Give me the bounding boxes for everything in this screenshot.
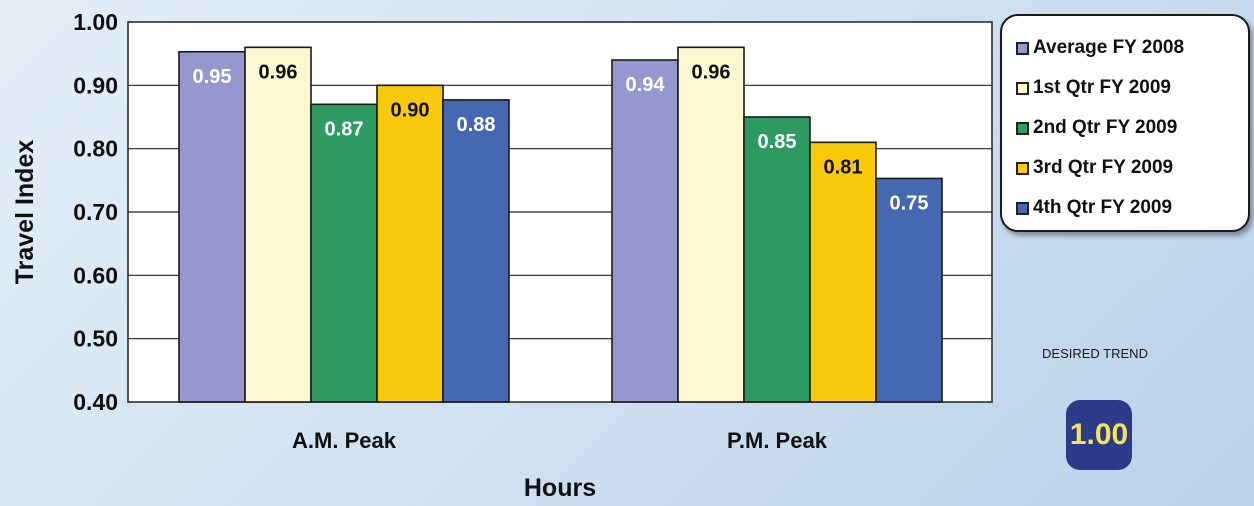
bar <box>310 103 378 403</box>
data-label: 0.96 <box>692 61 731 83</box>
legend-label: 2nd Qtr FY 2009 <box>1033 117 1178 138</box>
legend-item: Average FY 2008 <box>1016 28 1248 68</box>
legend-item: 2nd Qtr FY 2009 <box>1016 108 1248 148</box>
data-label: 0.85 <box>758 131 797 153</box>
legend-swatch <box>1016 121 1029 135</box>
data-label: 0.90 <box>391 99 430 121</box>
x-category-labels: A.M. Peak P.M. Peak <box>292 428 828 453</box>
bar <box>743 116 811 403</box>
legend-swatch <box>1016 41 1029 55</box>
legend-item: 3rd Qtr FY 2009 <box>1016 148 1248 188</box>
data-label: 0.94 <box>626 74 666 96</box>
data-label: 0.88 <box>457 114 496 136</box>
y-tick-label: 0.60 <box>73 262 118 288</box>
data-label: 0.96 <box>259 61 298 83</box>
bar <box>611 59 679 403</box>
x-category-label: A.M. Peak <box>292 428 397 453</box>
legend-item: 1st Qtr FY 2009 <box>1016 68 1248 108</box>
bar <box>809 141 877 403</box>
legend-swatch <box>1016 161 1029 175</box>
legend-label: Average FY 2008 <box>1033 37 1185 58</box>
y-tick-label: 0.80 <box>73 136 118 162</box>
x-axis-label: Hours <box>524 474 596 502</box>
y-tick-label: 1.00 <box>73 9 118 35</box>
y-tick-label: 0.40 <box>73 389 118 415</box>
y-tick-labels: 0.40 0.50 0.60 0.70 0.80 0.90 1.00 <box>73 9 118 415</box>
legend-swatch <box>1016 201 1029 215</box>
legend-label: 1st Qtr FY 2009 <box>1033 77 1172 98</box>
y-tick-label: 0.50 <box>73 326 118 352</box>
bar <box>875 177 943 403</box>
bar <box>442 99 510 403</box>
data-label: 0.87 <box>325 118 364 140</box>
legend-label: 4th Qtr FY 2009 <box>1033 197 1173 218</box>
y-tick-label: 0.70 <box>73 199 118 225</box>
legend-label: 3rd Qtr FY 2009 <box>1033 157 1174 178</box>
legend-swatch <box>1016 81 1029 95</box>
bar <box>244 46 312 403</box>
bar <box>677 46 745 403</box>
legend-item: 4th Qtr FY 2009 <box>1016 188 1248 228</box>
desired-trend-label: DESIRED TREND <box>1042 346 1148 361</box>
x-category-label: P.M. Peak <box>727 428 828 453</box>
data-label: 0.75 <box>890 192 929 214</box>
bar <box>376 84 444 403</box>
bar <box>178 50 246 403</box>
bars: 0.95 0.94 0.96 0.96 0.87 0.85 0.90 0.81 0.88 0.75 <box>178 46 943 403</box>
y-tick-label: 0.90 <box>73 72 118 98</box>
y-axis-label: Travel Index <box>11 140 39 285</box>
data-label: 0.95 <box>193 66 232 88</box>
data-label: 0.81 <box>824 156 863 178</box>
legend: Average FY 2008 1st Qtr FY 2009 2nd Qtr … <box>1000 14 1250 232</box>
desired-trend-badge: 1.00 <box>1066 400 1132 470</box>
